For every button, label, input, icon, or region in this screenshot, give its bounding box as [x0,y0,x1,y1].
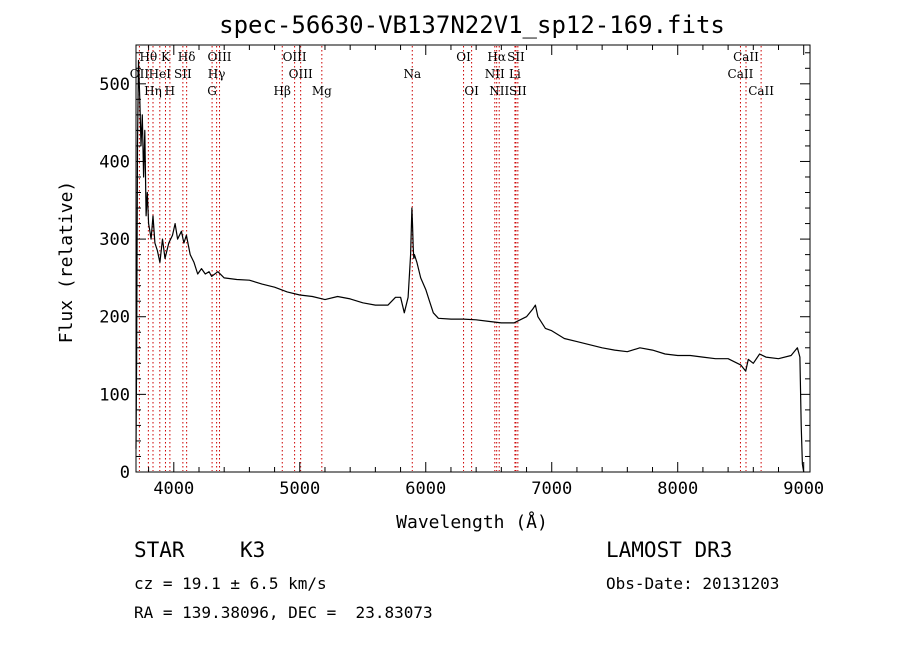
spectral-label-top-1: K [161,50,171,64]
spectral-label-mid-7: Li [509,67,521,81]
spectral-label-top-8: CaII [733,50,759,64]
redshift-velocity: cz = 19.1 ± 6.5 km/s [134,574,327,593]
spectral-label-bottom-3: Hβ [274,84,291,98]
spectral-label-bottom-8: CaII [748,84,774,98]
spectral-label-mid-3: Hγ [208,67,226,81]
spectral-label-mid-4: OIII [289,67,313,81]
y-tick-label: 500 [99,75,130,95]
x-tick-label: 8000 [657,479,698,499]
spectral-label-mid-6: NII [485,67,505,81]
spectral-label-bottom-6: NII [489,84,509,98]
spectral-label-mid-8: CaII [728,67,754,81]
object-class: STAR [134,538,185,562]
y-tick-label: 0 [120,463,130,483]
spectral-label-mid-1: HeI [149,67,172,81]
spectral-label-top-5: OI [456,50,471,64]
x-tick-label: 5000 [279,479,320,499]
x-tick-label: 4000 [153,479,194,499]
spectral-label-bottom-5: OI [464,84,479,98]
spectral-label-bottom-0: Hη [144,84,162,98]
x-tick-label: 9000 [783,479,824,499]
axis-ticks: 4000 5000 6000 7000 8000 9000 0 100 200 300 400 500 [99,45,824,499]
spectral-label-top-3: OIII [207,50,231,64]
object-subclass: K3 [240,538,266,562]
y-tick-label: 400 [99,152,130,172]
spectral-label-top-7: SII [507,50,525,64]
y-tick-label: 300 [99,230,130,250]
spectral-label-mid-2: SII [174,67,192,81]
spectral-line-markers [138,46,762,471]
spectral-label-bottom-1: H [165,84,175,98]
spectral-label-top-0: Hθ [139,50,157,64]
x-tick-label: 6000 [405,479,446,499]
observation-date: Obs-Date: 20131203 [606,574,780,593]
spectral-label-mid-5: Na [403,67,421,81]
survey-name: LAMOST DR3 [606,538,733,562]
spectrum-series-line [135,59,805,473]
plot-frame [135,44,811,473]
x-axis-label: Wavelength (Å) [396,511,548,533]
x-tick-label: 7000 [531,479,572,499]
spectral-label-top-4: OIII [283,50,307,64]
sky-coordinates: RA = 139.38096, DEC = 23.83073 [134,603,433,622]
y-axis-label: Flux (relative) [56,181,77,344]
spectral-label-bottom-2: G [207,84,217,98]
chart-title: spec-56630-VB137N22V1_sp12-169.fits [219,11,725,39]
spectral-label-bottom-7: SII [509,84,527,98]
spectral-label-bottom-4: Mg [312,84,332,98]
y-tick-label: 100 [99,385,130,405]
spectral-label-top-2: Hδ [178,50,196,64]
y-tick-label: 200 [99,308,130,328]
spectral-label-top-6: Hα [487,50,506,64]
